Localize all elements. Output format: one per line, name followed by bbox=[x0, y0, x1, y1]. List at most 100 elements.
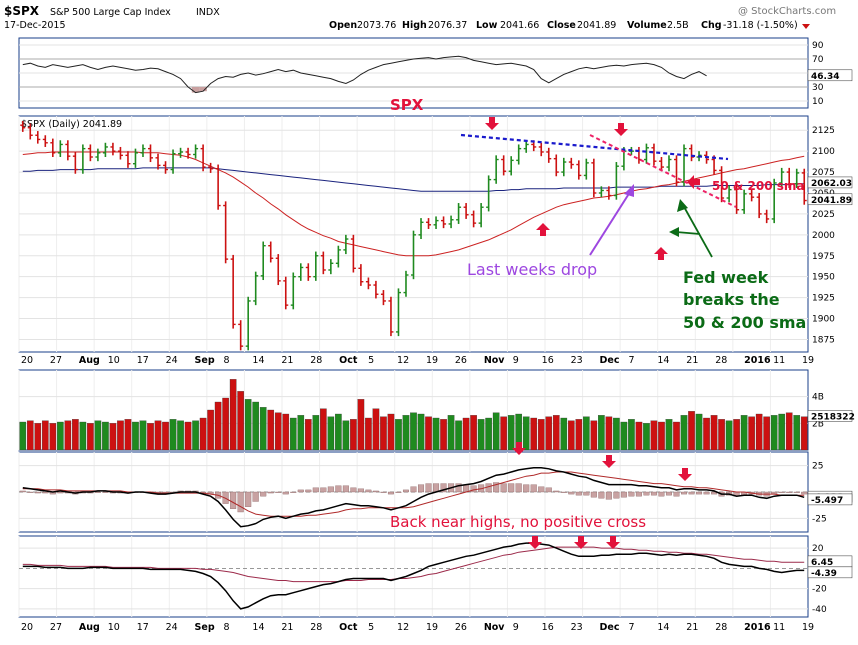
macd-note-annotation: Back near highs, no positive cross bbox=[390, 513, 646, 531]
macd-histogram-bar bbox=[681, 491, 688, 495]
close-value-tag: 2041.89 bbox=[811, 196, 852, 206]
spx-title-annotation: SPX bbox=[390, 96, 424, 114]
volume-value: 2.5B bbox=[667, 20, 689, 31]
volume-bar bbox=[522, 416, 530, 451]
volume-bar bbox=[658, 421, 665, 451]
volume-bar bbox=[169, 419, 177, 451]
volume-bar bbox=[64, 420, 72, 451]
macd-tick-label: 25 bbox=[812, 462, 823, 472]
osc-tick-label: -40 bbox=[812, 605, 827, 615]
price-x-tick-label: 16 bbox=[542, 355, 554, 366]
volume-bar bbox=[455, 420, 462, 451]
macd-histogram-bar bbox=[658, 491, 665, 497]
price-tick-label: 1950 bbox=[812, 273, 835, 283]
macd-histogram-bar bbox=[628, 491, 635, 497]
price-x-tick-label: 14 bbox=[252, 355, 264, 366]
osc-x-tick-label: 19 bbox=[426, 622, 438, 633]
volume-bar bbox=[312, 415, 320, 451]
price-x-tick-label: 19 bbox=[802, 355, 814, 366]
macd-histogram-bar bbox=[102, 491, 109, 493]
price-x-tick-label: Aug bbox=[79, 355, 100, 366]
volume-bar bbox=[507, 415, 515, 451]
macd-histogram-bar bbox=[590, 491, 597, 498]
osc-x-tick-label: 7 bbox=[628, 622, 634, 633]
rsi-tick-label: 70 bbox=[812, 55, 824, 65]
macd-histogram-bar bbox=[613, 491, 620, 499]
volume-bar bbox=[575, 419, 583, 451]
macd-histogram-bar bbox=[27, 491, 34, 493]
volume-bar bbox=[740, 415, 748, 451]
macd-histogram-bar bbox=[380, 491, 387, 493]
volume-bar bbox=[410, 412, 417, 451]
price-tick-label: 1975 bbox=[812, 252, 835, 262]
osc-x-tick-label: 8 bbox=[223, 622, 229, 633]
volume-bar bbox=[244, 399, 252, 451]
macd-histogram-bar bbox=[778, 491, 785, 493]
down-arrow-icon bbox=[606, 536, 620, 549]
volume-bar bbox=[162, 421, 169, 451]
osc-x-tick-label: 21 bbox=[686, 622, 698, 633]
down-triangle-icon bbox=[802, 24, 810, 29]
volume-bar bbox=[703, 417, 710, 451]
macd-histogram-bar bbox=[410, 486, 417, 493]
price-tick-label: 2025 bbox=[812, 210, 835, 220]
ma-value-tag-box bbox=[807, 176, 853, 189]
volume-bar bbox=[643, 423, 650, 451]
down-arrow-icon bbox=[678, 468, 692, 481]
volume-bar bbox=[372, 408, 380, 451]
macd-histogram-bar bbox=[635, 491, 642, 497]
osc-signal-line bbox=[22, 546, 805, 583]
volume-bar bbox=[628, 419, 635, 451]
osc-x-tick-label: 21 bbox=[281, 622, 293, 633]
volume-bar bbox=[440, 419, 447, 451]
ma-value-tag: 2062.03 bbox=[811, 179, 852, 189]
open-value: 2073.76 bbox=[357, 20, 396, 31]
macd-histogram-bar bbox=[252, 491, 259, 502]
up-arrow-icon bbox=[654, 247, 668, 260]
volume-bar bbox=[259, 407, 267, 451]
volume-bar bbox=[477, 419, 485, 451]
volume-bar bbox=[395, 419, 402, 451]
price-series-label: $SPX (Daily) 2041.89 bbox=[21, 119, 122, 130]
osc-x-tick-label: 2016 bbox=[744, 622, 771, 633]
macd-histogram-bar bbox=[568, 491, 575, 495]
macd-histogram-bar bbox=[350, 487, 357, 493]
volume-bar bbox=[447, 415, 455, 451]
volume-bar bbox=[222, 397, 229, 451]
macd-histogram-bar bbox=[711, 491, 718, 495]
osc-x-tick-label: Nov bbox=[484, 622, 505, 633]
macd-histogram-bar bbox=[665, 491, 672, 496]
volume-bar bbox=[530, 417, 538, 451]
volume-bar bbox=[229, 379, 237, 451]
green-arrow-icon bbox=[677, 199, 688, 212]
volume-bar bbox=[605, 416, 613, 451]
volume-bar bbox=[567, 420, 575, 451]
last-weeks-drop-annotation: Last weeks drop bbox=[467, 260, 597, 279]
volume-bar bbox=[184, 421, 192, 451]
rsi-oversold-shade bbox=[199, 87, 207, 92]
macd-histogram-bar bbox=[395, 491, 402, 493]
ma200-line bbox=[22, 167, 805, 192]
volume-bar bbox=[94, 420, 102, 451]
macd-histogram-bar bbox=[673, 491, 680, 497]
osc-x-tick-label: 16 bbox=[542, 622, 554, 633]
volume-bar bbox=[282, 413, 290, 451]
volume-bar bbox=[470, 415, 477, 451]
price-x-tick-label: 2016 bbox=[744, 355, 771, 366]
price-x-tick-label: 14 bbox=[657, 355, 669, 366]
macd-histogram-bar bbox=[530, 484, 537, 493]
macd-line bbox=[22, 467, 805, 528]
macd-histogram-bar bbox=[418, 484, 425, 493]
osc-x-tick-label: 28 bbox=[715, 622, 727, 633]
price-tick-label: 2100 bbox=[812, 147, 835, 157]
volume-bar bbox=[192, 420, 199, 451]
macd-histogram-bar bbox=[515, 483, 522, 493]
volume-bar bbox=[770, 415, 778, 451]
volume-bar bbox=[680, 415, 688, 451]
volume-bar bbox=[613, 417, 620, 451]
volume-bar bbox=[79, 421, 87, 451]
price-x-tick-label: 11 bbox=[773, 355, 785, 366]
volume-bar bbox=[87, 423, 94, 451]
macd-signal-tag-box bbox=[807, 493, 853, 506]
